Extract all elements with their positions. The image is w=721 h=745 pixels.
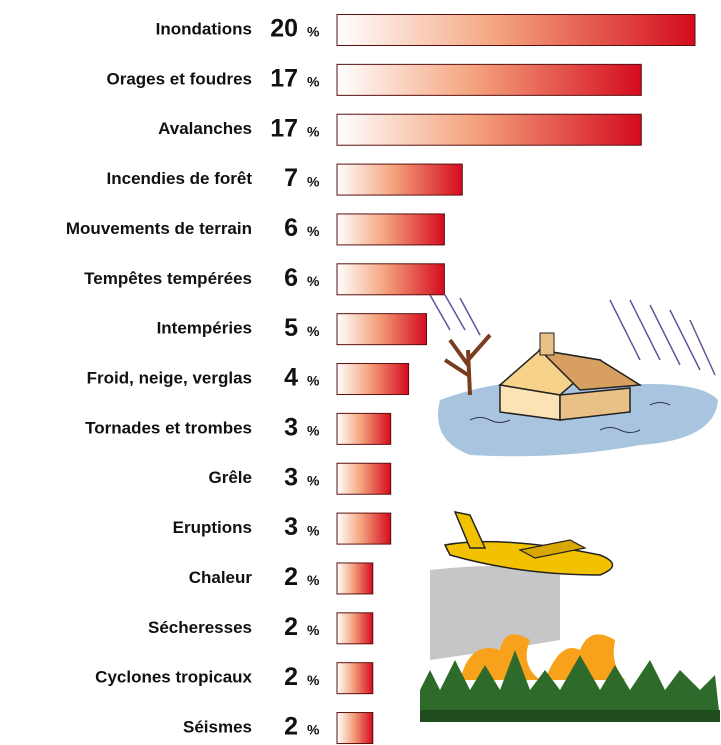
bar <box>337 314 427 345</box>
unit-label: % <box>307 472 320 488</box>
category-label: Tempêtes tempérées <box>84 269 252 288</box>
category-label: Eruptions <box>173 518 252 537</box>
value-label: 20 <box>270 15 298 43</box>
value-label: 5 <box>284 314 298 342</box>
value-label: 2 <box>284 613 298 641</box>
category-label: Séismes <box>183 718 252 737</box>
flood-illustration <box>430 295 718 456</box>
bar <box>337 663 373 694</box>
category-label: Froid, neige, verglas <box>87 369 252 388</box>
unit-label: % <box>307 373 320 389</box>
unit-label: % <box>307 423 320 439</box>
category-label: Incendies de forêt <box>107 169 253 188</box>
unit-label: % <box>307 722 320 738</box>
category-label: Tornades et trombes <box>85 418 252 437</box>
category-label: Orages et foudres <box>107 69 253 88</box>
value-label: 6 <box>284 264 298 292</box>
bar <box>337 613 373 644</box>
value-label: 17 <box>270 64 298 92</box>
category-label: Inondations <box>156 19 252 38</box>
unit-label: % <box>307 273 320 289</box>
category-label: Intempéries <box>157 319 252 338</box>
value-label: 17 <box>270 114 298 142</box>
category-label: Sécheresses <box>148 618 252 637</box>
unit-label: % <box>307 74 320 90</box>
unit-label: % <box>307 173 320 189</box>
unit-label: % <box>307 323 320 339</box>
bar <box>337 214 444 245</box>
value-label: 3 <box>284 513 298 541</box>
unit-label: % <box>307 123 320 139</box>
bar <box>337 513 391 544</box>
unit-label: % <box>307 24 320 40</box>
value-label: 2 <box>284 713 298 741</box>
bar <box>337 164 462 195</box>
bar <box>337 64 641 95</box>
unit-label: % <box>307 223 320 239</box>
chart: Inondations 20% Orages et foudres 17% Avalan… <box>0 0 721 745</box>
bar <box>337 15 695 46</box>
category-label: Avalanches <box>158 119 252 138</box>
bar <box>337 463 391 494</box>
category-label: Grêle <box>209 468 252 487</box>
unit-label: % <box>307 672 320 688</box>
value-label: 3 <box>284 463 298 491</box>
bar <box>337 563 373 594</box>
unit-label: % <box>307 622 320 638</box>
category-label: Mouvements de terrain <box>66 219 252 238</box>
bar <box>337 114 641 145</box>
value-label: 2 <box>284 563 298 591</box>
value-label: 2 <box>284 663 298 691</box>
unit-label: % <box>307 572 320 588</box>
category-label: Chaleur <box>189 568 253 587</box>
bar <box>337 413 391 444</box>
value-label: 7 <box>284 164 298 192</box>
value-label: 4 <box>284 364 298 392</box>
value-label: 6 <box>284 214 298 242</box>
bar <box>337 364 409 395</box>
bar <box>337 264 444 295</box>
value-label: 3 <box>284 413 298 441</box>
unit-label: % <box>307 522 320 538</box>
category-label: Cyclones tropicaux <box>95 668 252 687</box>
bar <box>337 713 373 744</box>
